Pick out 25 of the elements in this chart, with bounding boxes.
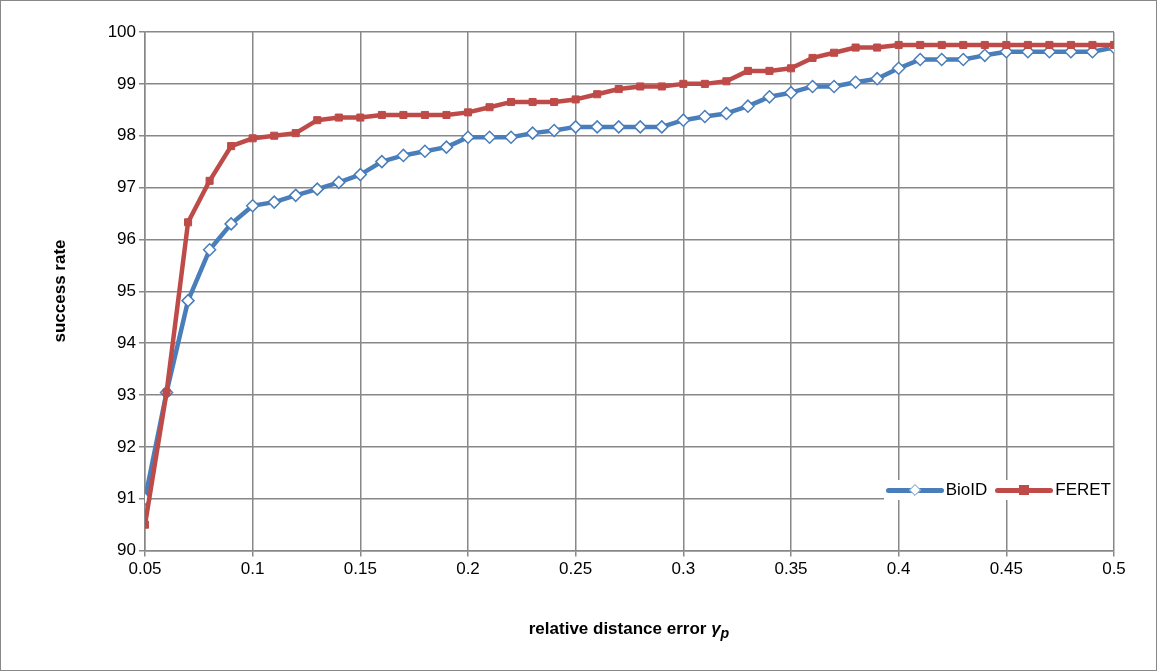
x-tick-label: 0.1 <box>240 559 265 579</box>
y-tick-label: 97 <box>117 177 136 197</box>
x-tick-label: 0.15 <box>343 559 377 579</box>
y-tick-label: 100 <box>107 21 136 41</box>
x-tick-label: 0.3 <box>671 559 696 579</box>
y-tick-label: 99 <box>117 73 136 93</box>
y-tick-label: 90 <box>117 540 136 560</box>
x-tick-label: 0.25 <box>559 559 593 579</box>
y-tick-label: 94 <box>117 332 136 352</box>
legend-label: FERET <box>1055 480 1111 500</box>
x-tick-label: 0.35 <box>774 559 808 579</box>
x-tick-label: 0.05 <box>128 559 162 579</box>
y-tick-label: 96 <box>117 229 136 249</box>
x-tick-label: 0.2 <box>456 559 480 579</box>
y-axis-title: success rate <box>50 239 70 343</box>
x-tick-label: 0.45 <box>989 559 1023 579</box>
legend-label: BioID <box>945 480 988 500</box>
y-tick-label: 93 <box>117 384 136 404</box>
y-tick-label: 98 <box>117 125 136 145</box>
y-tick-label: 92 <box>117 436 136 456</box>
x-tick-label: 0.5 <box>1102 559 1126 579</box>
x-tick-label: 0.4 <box>886 559 911 579</box>
y-tick-label: 95 <box>117 280 136 300</box>
x-axis-title: relative distance error γ$_{p}$ <box>528 618 730 642</box>
y-tick-label: 91 <box>117 488 136 508</box>
